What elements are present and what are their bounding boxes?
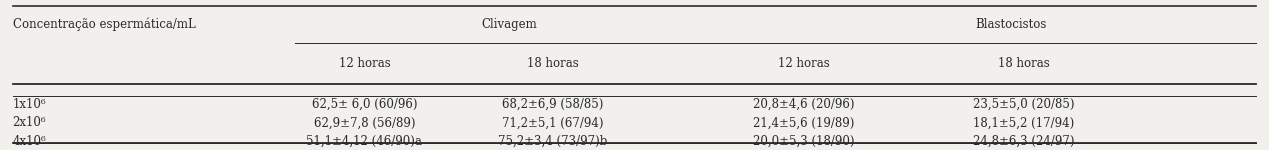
Text: 23,5±5,0 (20/85): 23,5±5,0 (20/85) <box>973 98 1075 111</box>
Text: 21,4±5,6 (19/89): 21,4±5,6 (19/89) <box>754 116 855 129</box>
Text: 20,8±4,6 (20/96): 20,8±4,6 (20/96) <box>754 98 855 111</box>
Text: 62,5± 6,0 (60/96): 62,5± 6,0 (60/96) <box>312 98 418 111</box>
Text: 51,1±4,12 (46/90)a: 51,1±4,12 (46/90)a <box>306 135 423 148</box>
Text: 2x10⁶: 2x10⁶ <box>13 116 46 129</box>
Text: Concentração espermática/mL: Concentração espermática/mL <box>13 18 195 31</box>
Text: 4x10⁶: 4x10⁶ <box>13 135 47 148</box>
Text: 1x10⁶: 1x10⁶ <box>13 98 46 111</box>
Text: 24,8±6,3 (24/97): 24,8±6,3 (24/97) <box>973 135 1075 148</box>
Text: 75,2±3,4 (73/97)b: 75,2±3,4 (73/97)b <box>499 135 608 148</box>
Text: 20,0±5,3 (18/90): 20,0±5,3 (18/90) <box>754 135 855 148</box>
Text: 71,2±5,1 (67/94): 71,2±5,1 (67/94) <box>503 116 604 129</box>
Text: Clivagem: Clivagem <box>481 18 537 31</box>
Text: 68,2±6,9 (58/85): 68,2±6,9 (58/85) <box>503 98 604 111</box>
Text: 18 horas: 18 horas <box>527 57 579 70</box>
Text: 18 horas: 18 horas <box>999 57 1049 70</box>
Text: 18,1±5,2 (17/94): 18,1±5,2 (17/94) <box>973 116 1075 129</box>
Text: Blastocistos: Blastocistos <box>976 18 1047 31</box>
Text: 12 horas: 12 horas <box>778 57 830 70</box>
Text: 62,9±7,8 (56/89): 62,9±7,8 (56/89) <box>313 116 415 129</box>
Text: 12 horas: 12 horas <box>339 57 391 70</box>
